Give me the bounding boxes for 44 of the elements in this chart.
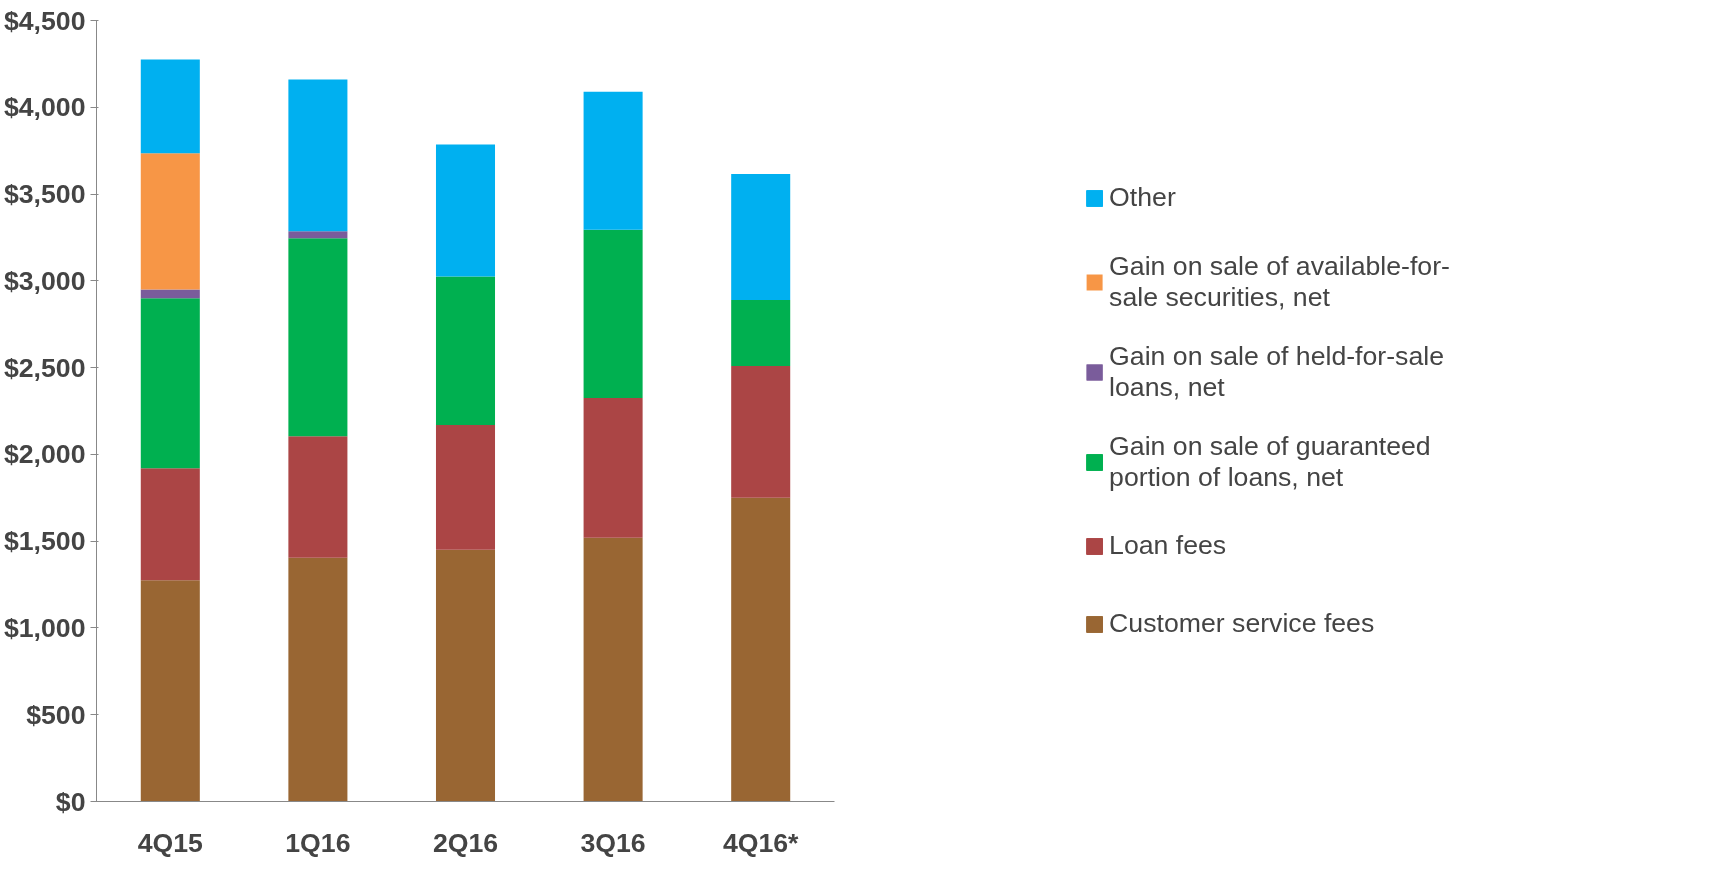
bar bbox=[288, 231, 348, 239]
bar bbox=[435, 144, 496, 277]
x-tick-label: 4Q15 bbox=[137, 827, 204, 858]
bar bbox=[288, 436, 348, 558]
bar bbox=[288, 557, 348, 802]
y-tick-label: $1,000 bbox=[3, 612, 86, 643]
y-tick-label: $2,000 bbox=[3, 439, 86, 470]
bar bbox=[435, 549, 496, 802]
y-tick-label: $2,500 bbox=[3, 352, 86, 383]
legend-label: Gain on sale of available-for-sale securities, net bbox=[1109, 250, 1450, 313]
x-tick-label: 2Q16 bbox=[432, 827, 499, 858]
bar bbox=[288, 238, 348, 437]
bar bbox=[583, 91, 643, 230]
bar bbox=[435, 276, 496, 425]
bar bbox=[140, 468, 200, 581]
x-tick-label: 3Q16 bbox=[580, 827, 646, 858]
y-tick-label: $1,500 bbox=[3, 526, 86, 557]
x-tick-label: 4Q16* bbox=[722, 827, 800, 858]
bar bbox=[583, 229, 643, 398]
bar bbox=[731, 299, 791, 366]
y-tick-label: $4,000 bbox=[3, 92, 86, 123]
legend-label: Other bbox=[1109, 181, 1176, 214]
legend-label: Customer service fees bbox=[1109, 607, 1375, 640]
bar bbox=[731, 497, 791, 802]
y-tick-label: $4,500 bbox=[3, 5, 86, 36]
y-tick-label: $500 bbox=[26, 699, 86, 730]
y-tick-label: $3,000 bbox=[3, 265, 86, 296]
legend-label: Gain on sale of guaranteed portion of loans, net bbox=[1109, 430, 1431, 493]
bar bbox=[140, 59, 200, 154]
y-tick-label: $0 bbox=[55, 786, 86, 817]
legend-label: Gain on sale of held-for-sale loans, net bbox=[1109, 340, 1444, 403]
y-tick-label: $3,500 bbox=[3, 179, 86, 210]
bar bbox=[140, 153, 200, 290]
bar bbox=[435, 424, 496, 550]
bar bbox=[731, 174, 791, 300]
bar bbox=[140, 298, 200, 469]
legend-label: Loan fees bbox=[1109, 529, 1227, 562]
bar bbox=[140, 580, 200, 802]
x-tick-label: 1Q16 bbox=[285, 827, 351, 858]
bar bbox=[288, 79, 348, 232]
bar bbox=[583, 397, 643, 538]
bar bbox=[731, 365, 791, 498]
bar bbox=[140, 289, 200, 299]
bar bbox=[583, 537, 643, 802]
